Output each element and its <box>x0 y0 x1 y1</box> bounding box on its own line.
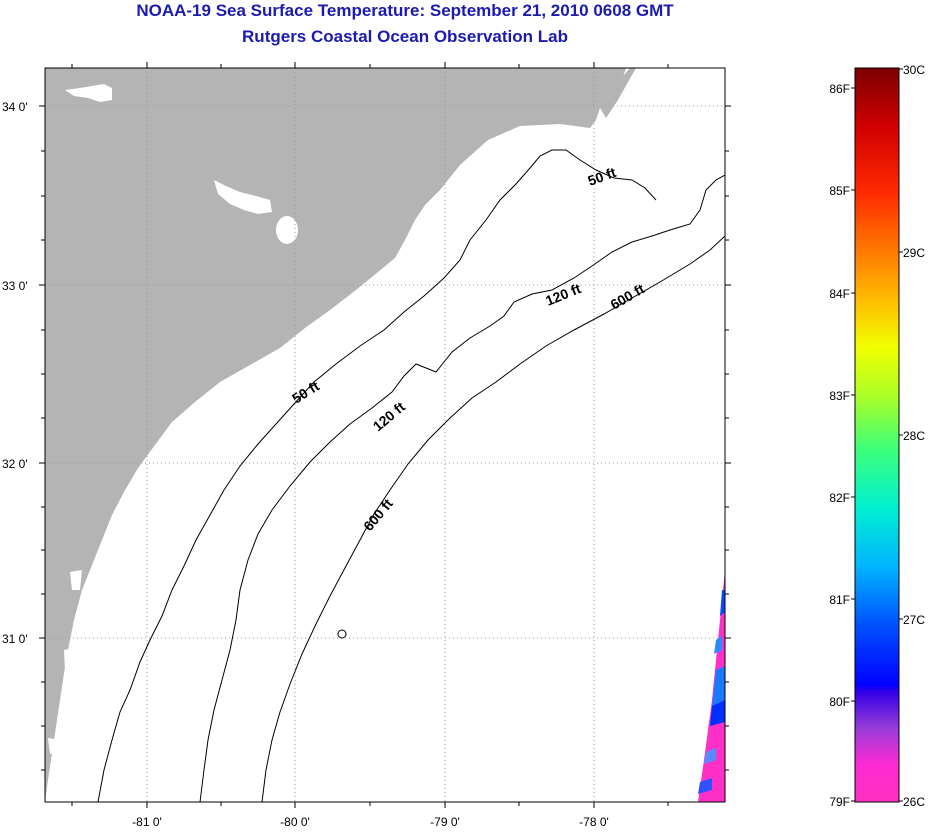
colorbar-label-80f: 80F <box>829 695 850 709</box>
colorbar-label-26c: 26C <box>903 795 925 809</box>
lon-label-78: -78 0' <box>579 815 609 829</box>
map-subtitle: Rutgers Coastal Ocean Observation Lab <box>242 27 568 46</box>
colorbar-label-84f: 84F <box>829 287 850 301</box>
contour-120ft <box>199 174 725 802</box>
colorbar-label-81f: 81F <box>829 593 850 607</box>
lon-label-80: -80 0' <box>280 815 310 829</box>
longitude-labels: -81 0' -80 0' -79 0' -78 0' <box>132 815 609 829</box>
colorbar-label-30c: 30C <box>903 63 925 77</box>
colorbar-label-86f: 86F <box>829 82 850 96</box>
contour-50ft <box>97 149 657 802</box>
lat-label-33: 33 0' <box>2 279 28 293</box>
colorbar-label-85f: 85F <box>829 184 850 198</box>
lat-label-31: 31 0' <box>2 632 28 646</box>
map-title: NOAA-19 Sea Surface Temperature: Septemb… <box>136 1 674 20</box>
lon-label-81: -81 0' <box>132 815 162 829</box>
lat-label-34: 34 0' <box>2 100 28 114</box>
colorbar-label-29c: 29C <box>903 246 925 260</box>
lat-label-32: 32 0' <box>2 457 28 471</box>
temperature-colorbar: 86F 85F 84F 83F 82F 81F 80F 79F 30C 29C … <box>829 63 925 809</box>
lon-label-79: -79 0' <box>430 815 460 829</box>
colorbar-label-27c: 27C <box>903 613 925 627</box>
land-area <box>45 68 626 802</box>
sst-data-swath <box>698 570 725 802</box>
latitude-labels: 31 0' 32 0' 33 0' 34 0' <box>2 100 28 646</box>
colorbar-label-79f: 79F <box>829 795 850 809</box>
contour-600ft <box>261 235 725 802</box>
axis-ticks <box>39 62 731 808</box>
colorbar-label-82f: 82F <box>829 491 850 505</box>
colorbar-label-28c: 28C <box>903 429 925 443</box>
lake <box>65 84 112 102</box>
colorbar-label-83f: 83F <box>829 389 850 403</box>
